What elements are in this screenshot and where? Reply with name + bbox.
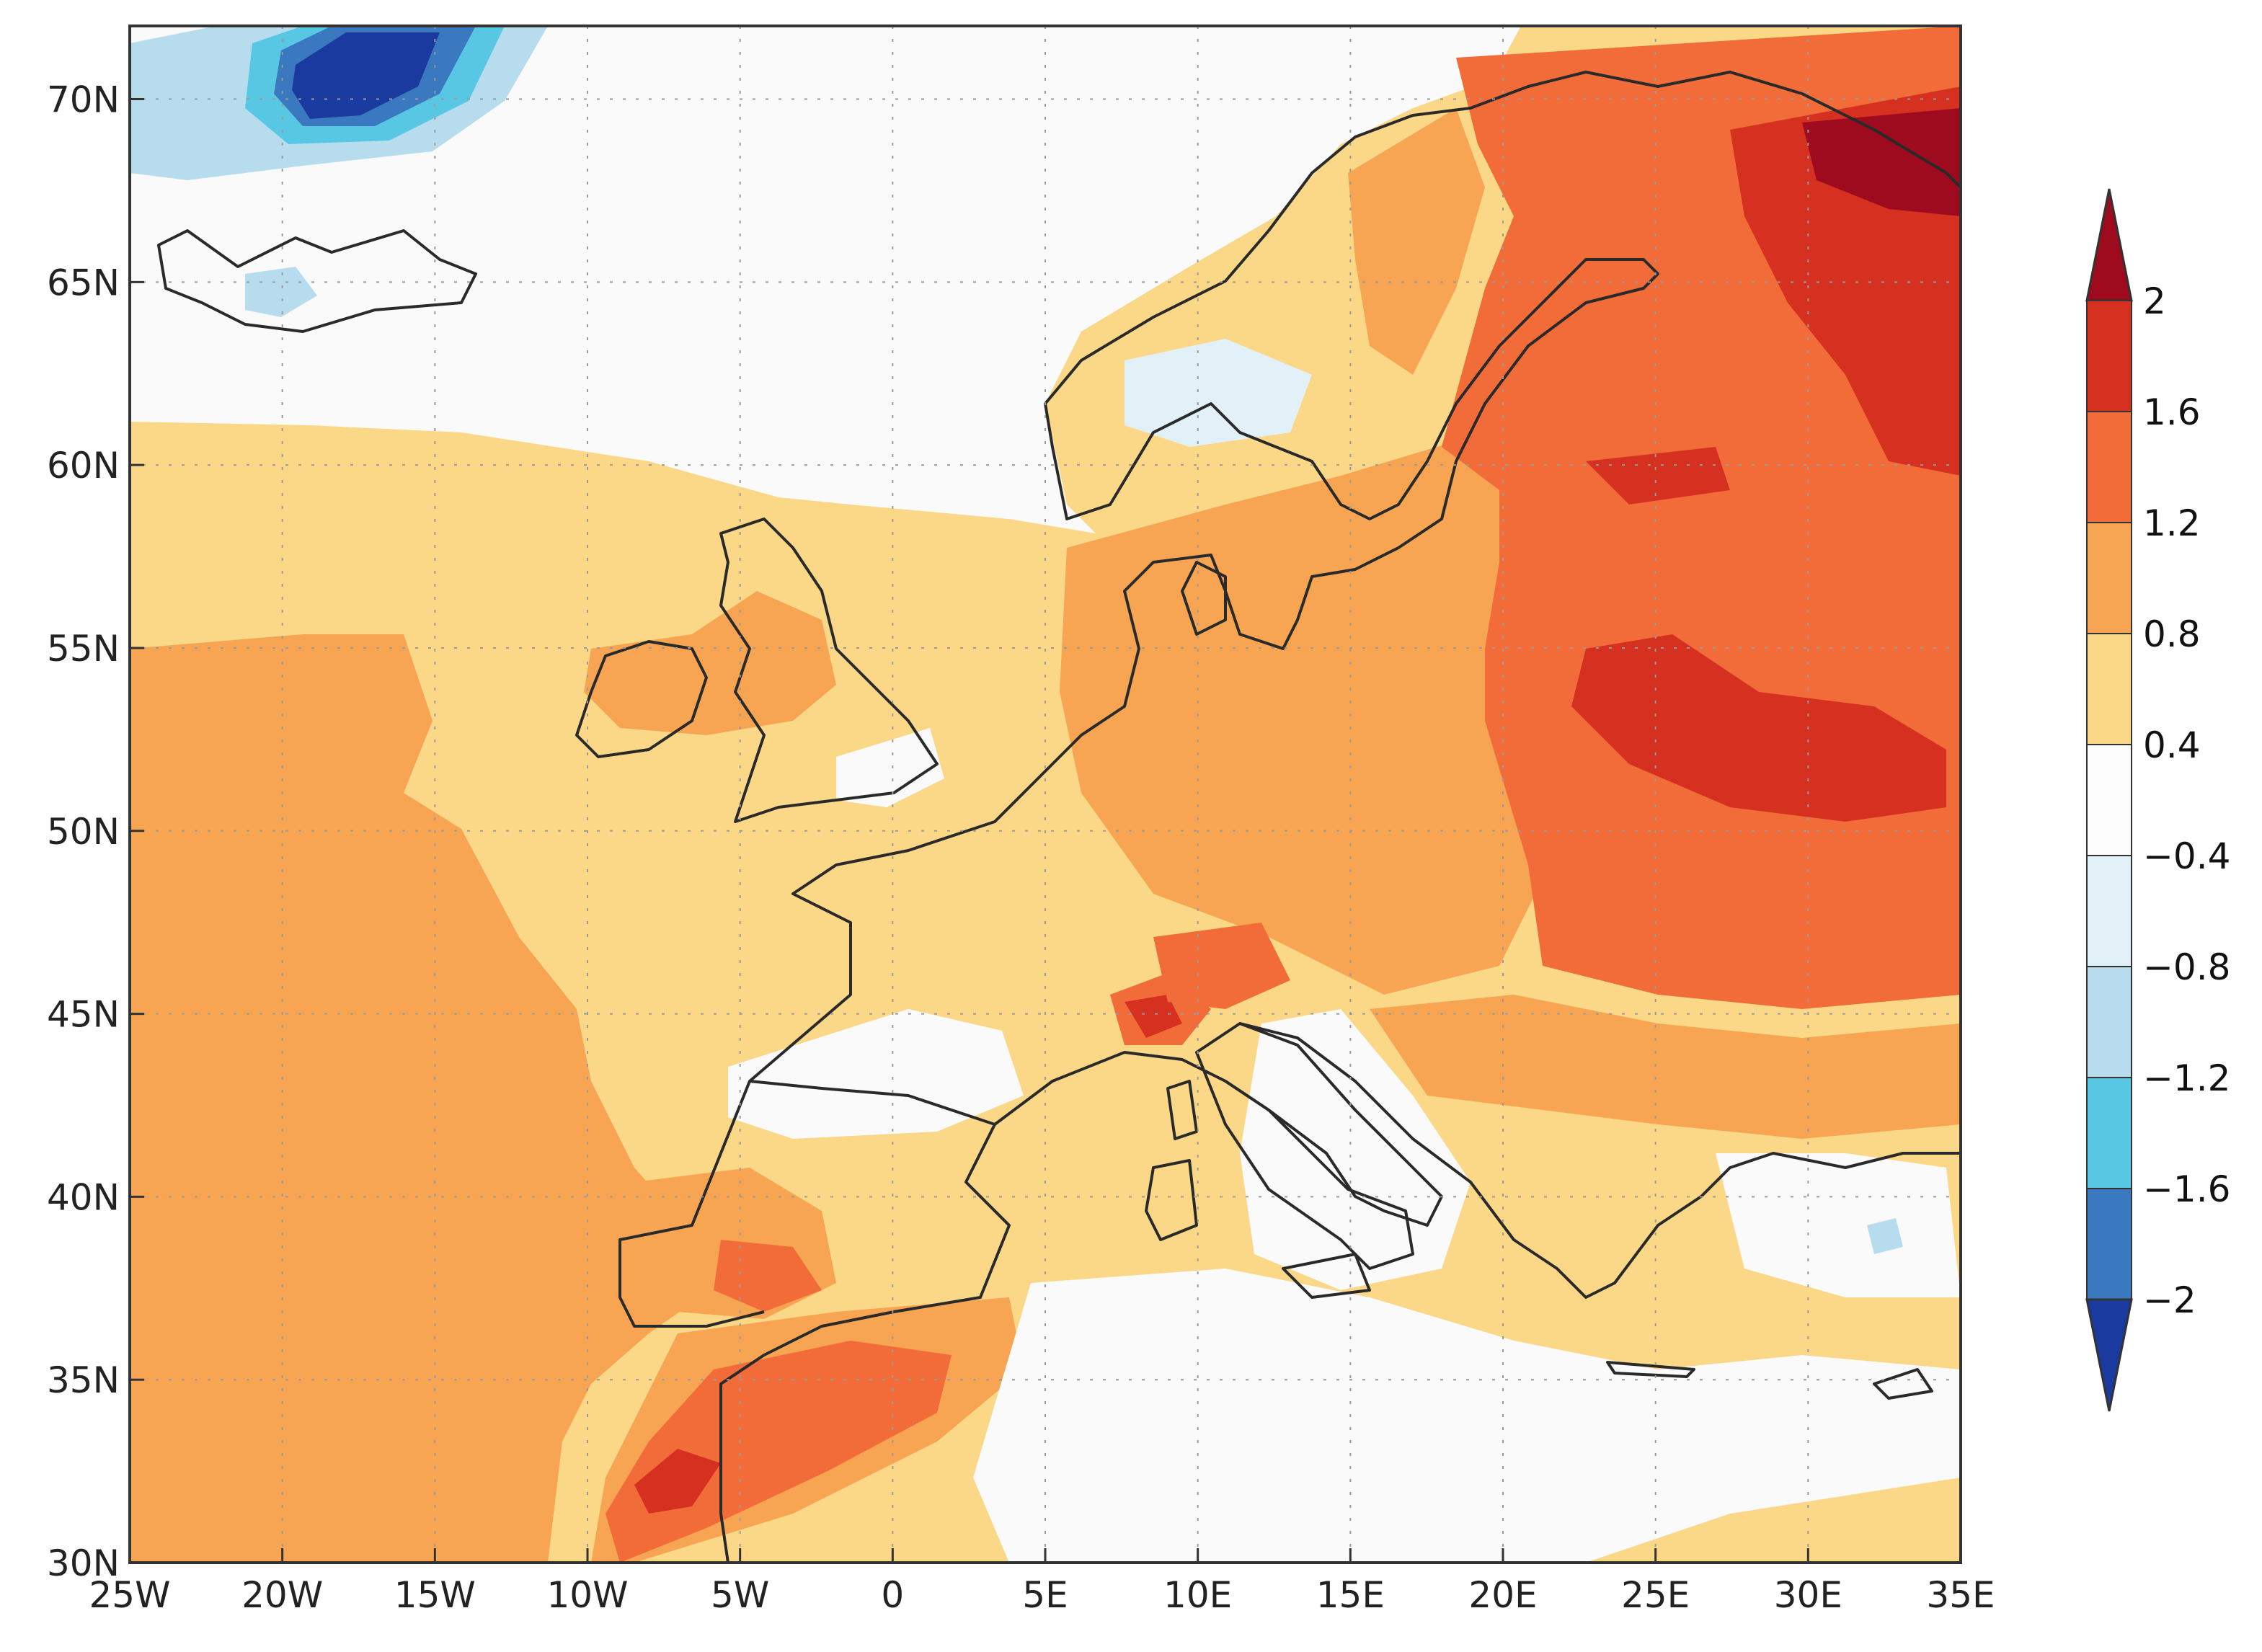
x-tick-label: 0 xyxy=(881,1574,904,1616)
y-tick-label: 70N xyxy=(47,79,120,121)
anomaly-zone-central-europe-warm xyxy=(1060,432,1543,995)
colorbar-label: −0.4 xyxy=(2143,835,2230,877)
coastline-denmark xyxy=(1181,561,1227,636)
anomaly-zone-africa-hotter xyxy=(634,1449,721,1514)
x-tick-label: 5W xyxy=(711,1574,769,1616)
anomaly-zone-austria-hot xyxy=(1153,923,1290,1009)
gridlines xyxy=(130,26,1961,1563)
colorbar-label: 0.8 xyxy=(2143,613,2201,655)
colorbar-label: 0.4 xyxy=(2143,724,2201,766)
y-tick-label: 60N xyxy=(47,445,120,487)
colorbar-segment xyxy=(2086,744,2132,856)
colorbar-segment xyxy=(2086,633,2132,745)
colorbar-label: −0.8 xyxy=(2143,946,2230,988)
colorbar-label: 1.6 xyxy=(2143,391,2201,433)
colorbar-label: −1.2 xyxy=(2143,1057,2230,1099)
anomaly-zone-east-europe-hotter-1 xyxy=(1571,634,1946,822)
x-axis: 25W 20W 15W 10W 5W 0 5E 10E 15E 20E 25E 30E 35E xyxy=(89,1548,1995,1616)
x-tick-label: 20E xyxy=(1468,1574,1537,1616)
coastline-iceland xyxy=(157,229,477,333)
colorbar-label: −1.6 xyxy=(2143,1168,2230,1210)
anomaly-zone-cold-iceland xyxy=(245,267,317,317)
anomaly-zone-africa-hot xyxy=(606,1341,952,1563)
colorbar-label: 2 xyxy=(2143,280,2166,322)
coastline-corsica xyxy=(1166,1080,1198,1140)
anomaly-zone-mediterranean-neutral xyxy=(973,1269,1961,1563)
x-tick-label: 10E xyxy=(1163,1574,1232,1616)
anomaly-zone-atlantic-warm xyxy=(130,634,721,1563)
x-tick-label: 25W xyxy=(89,1574,170,1616)
anomaly-zone-balkans-warm xyxy=(1370,995,1961,1139)
anomaly-zone-france-neutral xyxy=(728,1009,1024,1139)
coastline-sardinia xyxy=(1145,1159,1198,1241)
anomaly-zone-iberia-hot xyxy=(714,1240,822,1312)
y-tick-label: 55N xyxy=(47,628,120,670)
colorbar-label: −2 xyxy=(2143,1279,2196,1321)
y-axis: 30N 35N 40N 45N 50N 55N 60N 65N 70N xyxy=(47,79,144,1584)
x-tick-label: 25E xyxy=(1621,1574,1690,1616)
x-tick-label: 20W xyxy=(241,1574,323,1616)
y-tick-label: 65N xyxy=(47,262,120,303)
y-tick-label: 50N xyxy=(47,811,120,853)
x-tick-label: 35E xyxy=(1926,1574,1995,1616)
anomaly-zone-cold-4 xyxy=(292,32,440,119)
coastline-ireland xyxy=(575,640,708,758)
coastline-cyprus xyxy=(1873,1368,1933,1400)
coastlines xyxy=(157,71,1961,1563)
anomaly-zone-north-neutral xyxy=(130,26,1521,533)
y-tick-label: 30N xyxy=(47,1542,120,1584)
x-tick-label: 15E xyxy=(1316,1574,1385,1616)
colorbar-segment xyxy=(2086,966,2132,1078)
anomaly-zone-finland-warm xyxy=(1348,108,1485,375)
map-plot-area xyxy=(130,26,1961,1563)
anomaly-zone-baltic-hot xyxy=(1586,447,1730,505)
colorbar-segment xyxy=(2086,1077,2132,1189)
x-tick-label: 5E xyxy=(1022,1574,1068,1616)
colorbar: 2 1.6 1.2 0.8 0.4 −0.4 −0.8 −1.2 −1.6 −2 xyxy=(2085,188,2230,1412)
colorbar-extend-top xyxy=(2085,188,2133,302)
anomaly-zone-turkey-cool xyxy=(1867,1218,1903,1254)
coastline-sicily xyxy=(1282,1253,1371,1299)
anomaly-zone-british-isles-warm xyxy=(584,591,836,735)
colorbar-label: 1.2 xyxy=(2143,502,2201,544)
coastline-crete xyxy=(1606,1361,1695,1378)
anomaly-zone-cold-5 xyxy=(130,36,223,94)
x-tick-label: 10W xyxy=(546,1574,628,1616)
anomaly-zone-alps-hotter xyxy=(1125,995,1182,1038)
y-tick-label: 40N xyxy=(47,1176,120,1218)
anomaly-zone-scandinavia-cool xyxy=(1125,339,1312,447)
coastline-italy xyxy=(1224,1022,1443,1227)
anomaly-zone-east-europe-hottest xyxy=(1802,108,1961,216)
colorbar-segment xyxy=(2086,522,2132,634)
colorbar-extend-bottom xyxy=(2085,1298,2133,1412)
x-tick-label: 30E xyxy=(1774,1574,1842,1616)
anomaly-zone-aegean-neutral xyxy=(1716,1153,1961,1297)
anomaly-zone-uk-neutral xyxy=(836,728,944,807)
colorbar-segment xyxy=(2086,411,2132,523)
colorbar-segment xyxy=(2086,1188,2132,1300)
colorbar-segment xyxy=(2086,300,2132,412)
coastline-great-britain xyxy=(719,518,939,823)
colorbar-segment xyxy=(2086,855,2132,967)
y-tick-label: 35N xyxy=(47,1359,120,1401)
y-tick-label: 45N xyxy=(47,994,120,1036)
x-tick-label: 15W xyxy=(394,1574,476,1616)
